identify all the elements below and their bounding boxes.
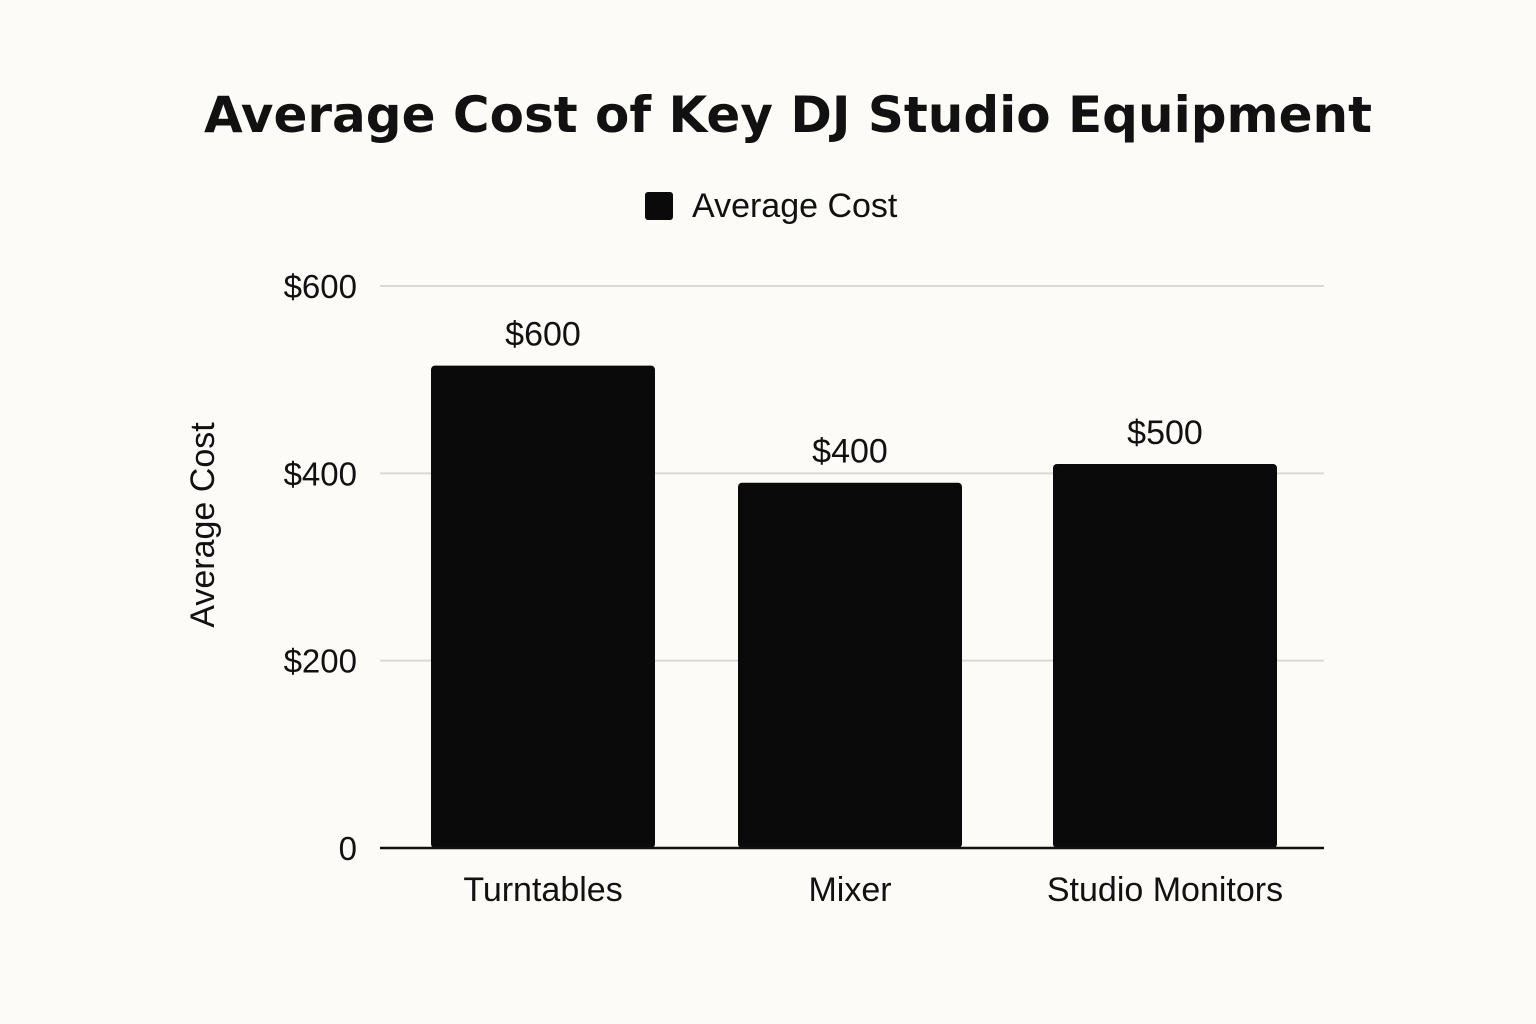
x-category-label: Mixer: [808, 871, 891, 909]
data-label: $400: [812, 433, 888, 471]
data-label: $500: [1127, 414, 1203, 452]
y-tick-label: $600: [284, 268, 357, 305]
x-category-label: Turntables: [463, 871, 622, 909]
y-axis-title: Average Cost: [184, 422, 222, 628]
bar-mixer: [738, 482, 962, 848]
data-label: $600: [505, 316, 581, 354]
y-tick-label: $400: [284, 455, 357, 492]
legend-label: Average Cost: [692, 187, 898, 225]
bar-studio-monitors: [1053, 463, 1277, 848]
x-category-label: Studio Monitors: [1047, 871, 1283, 909]
y-tick-label: $200: [284, 643, 357, 680]
y-axis-ticks: 0 $200 $400 $600: [284, 268, 357, 867]
legend: Average Cost: [645, 187, 898, 225]
bars: [431, 365, 1277, 848]
x-axis-categories: Turntables Mixer Studio Monitors: [463, 871, 1283, 909]
legend-swatch: [645, 192, 673, 220]
y-tick-label: 0: [339, 830, 357, 867]
chart-title: Average Cost of Key DJ Studio Equipment: [204, 86, 1372, 144]
data-labels: $600 $400 $500: [505, 316, 1203, 471]
bar-turntables: [431, 365, 655, 848]
